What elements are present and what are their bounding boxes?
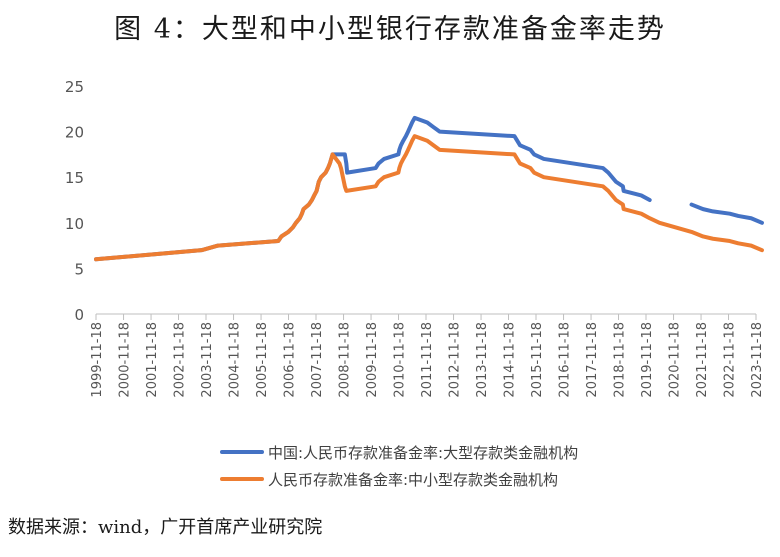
- x-tick-label: 2011-11-18: [420, 322, 435, 398]
- y-tick-label: 25: [65, 78, 84, 96]
- x-tick-label: 2021-11-18: [695, 322, 710, 398]
- legend: 中国:人民币存款准备金率:大型存款类金融机构人民币存款准备金率:中小型存款类金融…: [220, 444, 578, 489]
- x-tick-label: 2000-11-18: [118, 322, 133, 398]
- x-tick-label: 2022-11-18: [723, 322, 738, 398]
- x-tick-label: 2014-11-18: [503, 322, 518, 398]
- x-tick-label: 2013-11-18: [475, 322, 490, 398]
- series-line: [94, 134, 764, 262]
- x-tick-label: 2010-11-18: [393, 322, 408, 398]
- y-tick-label: 10: [65, 215, 84, 233]
- chart-title: 图 4：大型和中小型银行存款准备金率走势: [114, 14, 666, 45]
- series-small-medium-banks: [94, 134, 764, 262]
- series-line-segment: [689, 202, 764, 225]
- y-tick-label: 0: [74, 306, 84, 324]
- x-tick-label: 2018-11-18: [613, 322, 628, 398]
- y-axis: 0 5 10 15 20 25: [65, 78, 84, 324]
- series-large-banks: [94, 115, 764, 262]
- x-tick-label: 2023-11-18: [750, 322, 765, 398]
- x-tick-label: 2016-11-18: [558, 322, 573, 398]
- x-tick-label: 2004-11-18: [228, 322, 243, 398]
- y-tick-label: 15: [65, 169, 84, 187]
- x-axis: 1999-11-18 2000-11-18 2001-11-18 2002-11-18…: [90, 313, 765, 398]
- y-tick-label: 5: [74, 260, 84, 278]
- x-tick-label: 2002-11-18: [173, 322, 188, 398]
- x-tick-label: 2009-11-18: [365, 322, 380, 398]
- x-tick-label: 2012-11-18: [448, 322, 463, 398]
- x-tick-label: 2005-11-18: [255, 322, 270, 398]
- legend-label: 中国:人民币存款准备金率:大型存款类金融机构: [268, 444, 578, 462]
- x-tick-label: 2007-11-18: [310, 322, 325, 398]
- x-tick-label: 2015-11-18: [530, 322, 545, 398]
- x-tick-label: 2006-11-18: [283, 322, 298, 398]
- x-tick-label: 2008-11-18: [338, 322, 353, 398]
- y-tick-label: 20: [65, 124, 84, 142]
- x-tick-label: 1999-11-18: [90, 322, 105, 398]
- series-layer: [94, 115, 764, 262]
- x-tick-label: 2020-11-18: [668, 322, 683, 398]
- legend-label: 人民币存款准备金率:中小型存款类金融机构: [268, 471, 558, 489]
- x-tick-label: 2017-11-18: [585, 322, 600, 398]
- x-tick-label: 2003-11-18: [200, 322, 215, 398]
- x-tick-label: 2019-11-18: [640, 322, 655, 398]
- x-tick-label: 2001-11-18: [145, 322, 160, 398]
- source-note: 数据来源：wind，广开首席产业研究院: [8, 517, 323, 538]
